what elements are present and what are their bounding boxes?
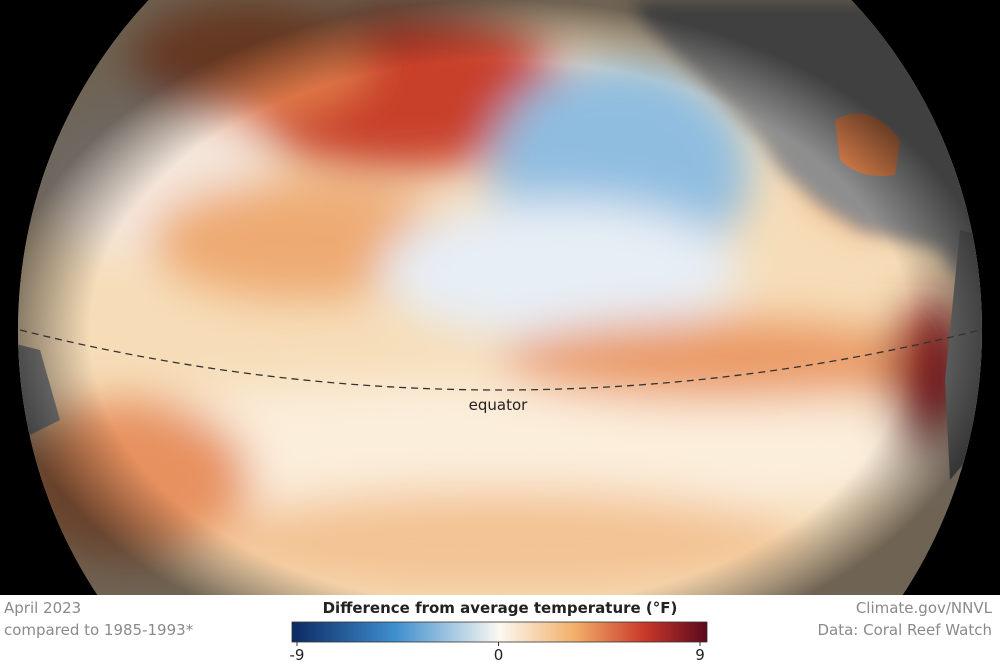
color-bar [291, 621, 708, 643]
baseline: compared to 1985-1993* [4, 621, 194, 639]
tick-label: 0 [494, 646, 504, 664]
tick-label: 9 [695, 646, 705, 664]
tick-label: -9 [290, 646, 305, 664]
date: April 2023 [4, 599, 81, 617]
legend-title: Difference from average temperature (°F) [323, 599, 678, 617]
source: Data: Coral Reef Watch [817, 621, 992, 639]
equator-label: equator [469, 396, 529, 414]
equator-line [19, 329, 981, 391]
legend-ticks: -9 0 9 [290, 642, 705, 664]
credit: Climate.gov/NNVL [856, 599, 993, 617]
